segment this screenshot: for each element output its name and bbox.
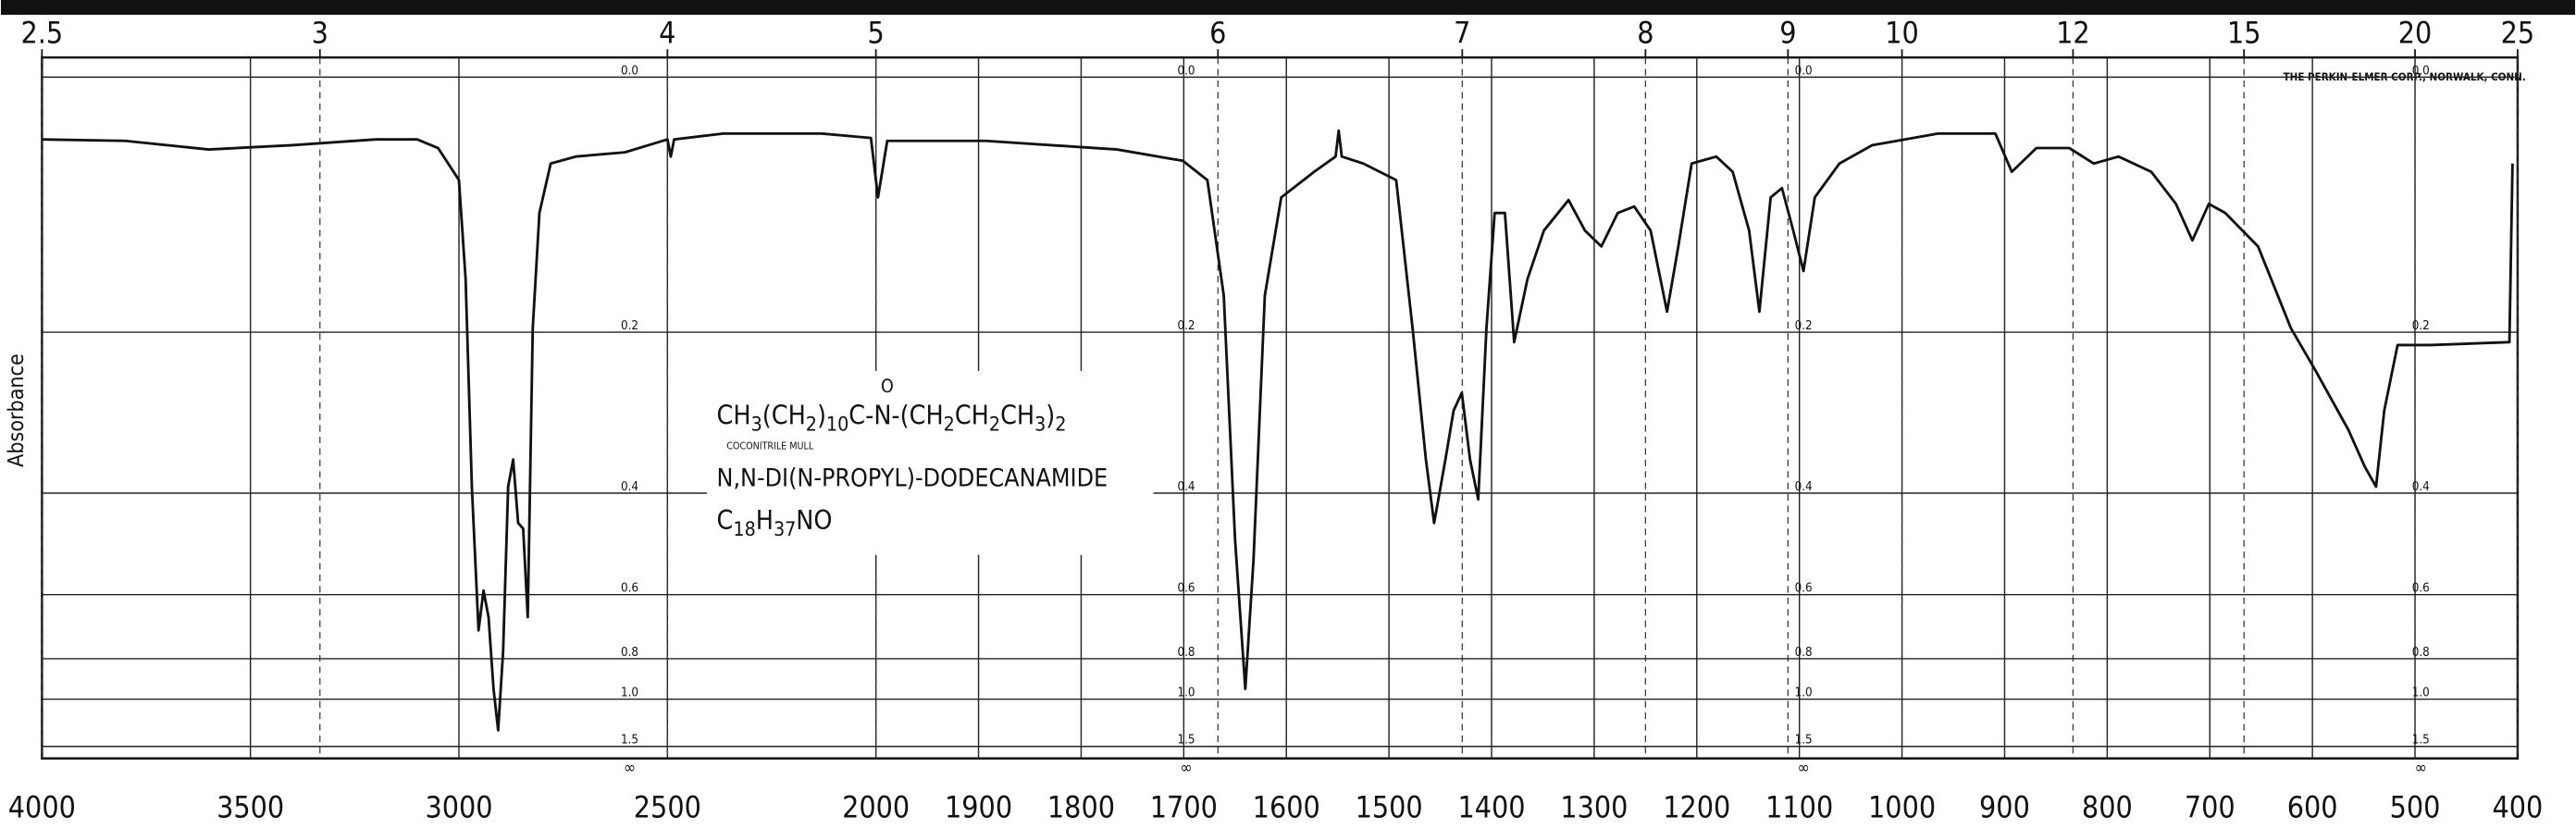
y-infinity-label: ∞ (1797, 759, 1809, 777)
subscript: 2 (1055, 414, 1066, 437)
x2-tick-label: 20 (2398, 15, 2433, 50)
y-tick-label: 1.0 (2412, 687, 2430, 700)
x2-tick-label: 10 (1885, 15, 1919, 50)
y-tick-label: 1.0 (1177, 687, 1195, 700)
x-tick-label: 2000 (842, 790, 910, 825)
x2-tick-label: 7 (1454, 15, 1470, 50)
x2-tick-label: 5 (868, 15, 885, 50)
x-tick-label: 1300 (1560, 790, 1628, 825)
y-tick-label: 0.8 (1177, 646, 1195, 660)
y-tick-label: 1.0 (1795, 687, 1813, 700)
top-band (0, 0, 2576, 15)
x-tick-label: 2500 (634, 790, 701, 825)
y-tick-label: 0.6 (621, 582, 638, 596)
y-tick-label: 0.2 (621, 319, 638, 333)
x-tick-label: 1100 (1765, 790, 1833, 825)
subscript: 2 (989, 414, 1000, 437)
x-tick-label: 900 (1979, 790, 2030, 825)
text-part: CH (1000, 401, 1034, 431)
text-part: ) (817, 401, 826, 431)
y-tick-label: 0.2 (1177, 319, 1195, 333)
y-tick-label: 0.2 (2412, 319, 2430, 333)
x-tick-label: 600 (2287, 790, 2338, 825)
x-tick-label: 1000 (1868, 790, 1936, 825)
x2-tick-label: 4 (659, 15, 675, 50)
x2-tick-label: 8 (1637, 15, 1653, 50)
subscript: 3 (1034, 414, 1046, 437)
x-tick-label: 1700 (1150, 790, 1218, 825)
x2-tick-label: 9 (1779, 15, 1796, 50)
text-part: ) (1046, 401, 1055, 431)
y-tick-label: 0.4 (1795, 480, 1813, 494)
x-tick-label: 3500 (217, 790, 284, 825)
y-tick-label: 1.5 (1177, 734, 1195, 748)
subscript: 2 (806, 414, 817, 437)
y-tick-label: 0.0 (621, 64, 638, 78)
y-tick-label: 0.0 (1795, 64, 1813, 78)
y-tick-label: 0.4 (621, 480, 638, 494)
x-tick-label: 400 (2493, 790, 2544, 825)
y-tick-label: 1.5 (2412, 734, 2430, 748)
text-part: CH (955, 401, 989, 431)
x2-tick-label: 6 (1209, 15, 1226, 50)
x-tick-label: 500 (2390, 790, 2441, 825)
y-tick-label: 0.6 (1177, 582, 1195, 596)
x-tick-label: 800 (2082, 790, 2133, 825)
y-tick-label: 0.4 (1177, 480, 1195, 494)
x-tick-label: 1800 (1047, 790, 1115, 825)
y-tick-label: 0.8 (621, 646, 638, 660)
y-tick-label: 0.8 (1795, 646, 1813, 660)
text-part: CH (717, 401, 751, 431)
y-infinity-label: ∞ (2415, 759, 2427, 777)
text-part: NO (796, 505, 832, 536)
compound-name: N,N-DI(N-PROPYL)-DODECANAMIDE (717, 464, 1108, 493)
subscript: 2 (944, 414, 955, 437)
x-tick-label: 4000 (8, 790, 76, 825)
x2-tick-label: 12 (2056, 15, 2090, 50)
y-tick-label: 1.0 (621, 687, 638, 700)
x-tick-label: 1400 (1457, 790, 1525, 825)
x2-tick-label: 25 (2501, 15, 2535, 50)
x2-tick-label: 2.5 (21, 15, 64, 50)
grid (41, 57, 2519, 759)
y-tick-label: 1.5 (1795, 734, 1813, 748)
text-part: C (717, 505, 734, 536)
y-tick-label: 0.6 (2412, 582, 2430, 596)
structure: CH3(CH2)10C-N-(CH2CH2CH3)2 (717, 401, 1067, 437)
y-tick-label: 0.2 (1795, 319, 1813, 333)
text-part: C-N-(CH (848, 401, 943, 431)
sample-note: COCONITRILE MULL (726, 440, 814, 452)
subscript: 10 (826, 414, 848, 437)
y-tick-label: 1.5 (621, 734, 638, 748)
label-card (706, 370, 1154, 555)
y-tick-label: 0.8 (2412, 646, 2430, 660)
carbonyl-o: O (881, 376, 894, 397)
spectrum-line (42, 129, 2514, 732)
y-infinity-label: ∞ (1180, 759, 1192, 777)
x2-tick-label: 15 (2227, 15, 2261, 50)
x-tick-label: 1200 (1663, 790, 1730, 825)
x-tick-label: 700 (2185, 790, 2235, 825)
trace (42, 129, 2514, 732)
y-axis-label: Absorbance (5, 353, 29, 467)
x-tick-label: 1500 (1356, 790, 1423, 825)
text-part: (CH (762, 401, 806, 431)
subscript: 37 (774, 518, 796, 541)
text-part: H (756, 505, 774, 536)
x-tick-label: 1900 (945, 790, 1012, 825)
subscript: 3 (751, 414, 762, 437)
y-tick-label: 0.6 (1795, 582, 1813, 596)
x2-tick-label: 3 (312, 15, 328, 50)
y-tick-label: 0.4 (2412, 480, 2430, 494)
x-tick-label: 1600 (1253, 790, 1320, 825)
subscript: 18 (733, 518, 755, 541)
y-tick-label: 0.0 (2412, 64, 2430, 78)
formula: C18H37NO (717, 505, 833, 541)
x-tick-label: 3000 (425, 790, 492, 825)
y-tick-label: 0.0 (1177, 64, 1195, 78)
y-infinity-label: ∞ (624, 759, 636, 777)
